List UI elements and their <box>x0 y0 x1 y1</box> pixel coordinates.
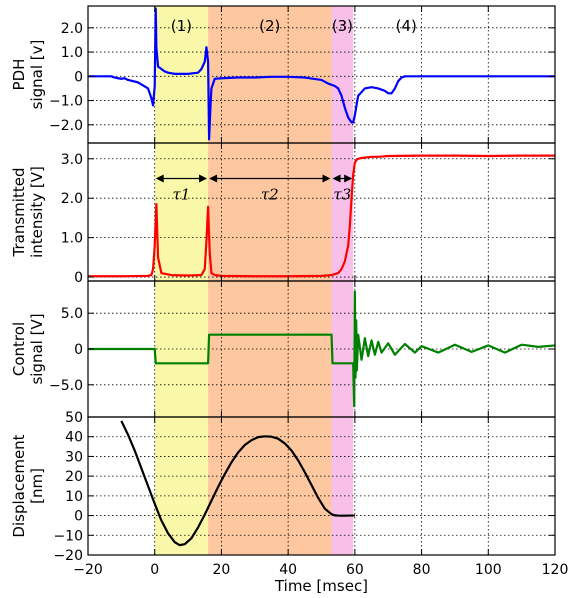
y-tick-label: 2.0 <box>61 21 83 37</box>
y-tick-label: 0 <box>74 69 83 85</box>
y-tick-label: 3.0 <box>61 152 83 168</box>
x-tick-label: −20 <box>73 562 103 578</box>
region-label: (1) <box>171 17 192 35</box>
y-axis-label: Controlsignal [V] <box>10 313 46 384</box>
y-axis-label: Displacement[nm] <box>10 434 46 537</box>
tau-arrow-head-left <box>209 174 218 183</box>
tau-arrow-head-right <box>199 174 208 183</box>
y-axis-label-line: signal [v] <box>28 40 46 110</box>
x-tick-label: 60 <box>346 562 364 578</box>
y-tick-label: −10 <box>53 528 83 544</box>
y-tick-label: 2.0 <box>61 191 83 207</box>
y-tick-label: −1.0 <box>49 94 83 110</box>
x-axis-label: Time [msec] <box>274 577 368 594</box>
y-axis-label-line: intensity [V] <box>28 166 46 258</box>
y-tick-label: −2.0 <box>49 118 83 134</box>
y-axis-label-line: signal [V] <box>28 313 46 384</box>
y-tick-label: −5.0 <box>49 378 83 394</box>
y-axis-label-line: Control <box>10 322 28 376</box>
panel-displacement: 50 40 30 20 10 0 −10 −20 Displacement[nm] <box>10 410 556 564</box>
y-axis-label: PDHsignal [v] <box>10 40 46 110</box>
tau-arrow-head-right <box>322 174 331 183</box>
region-label: (3) <box>332 17 353 35</box>
panel-transmitted: 3.0 2.0 1.0 0 Transmittedintensity [V] τ1 τ2 τ3 <box>10 142 556 286</box>
tau-label: τ1 <box>172 185 190 203</box>
y-axis-label: Transmittedintensity [V] <box>10 166 46 258</box>
x-tick-label: 20 <box>213 562 231 578</box>
tau-arrow-head-right <box>344 174 353 183</box>
control-series-line <box>88 290 556 408</box>
x-tick-label: 40 <box>279 562 297 578</box>
x-tick-label: 0 <box>150 562 159 578</box>
x-tick-label: 100 <box>475 562 502 578</box>
tau-arrow-head-left <box>155 174 164 183</box>
y-axis-label-line: PDH <box>10 59 28 91</box>
y-tick-label: 5.0 <box>61 306 83 322</box>
displacement-series-line <box>120 420 355 547</box>
region-label: (4) <box>396 17 417 35</box>
y-tick-label: 40 <box>65 430 83 446</box>
x-tick-label: 120 <box>542 562 569 578</box>
y-tick-label: 0 <box>74 509 83 525</box>
y-tick-label: 20 <box>65 469 83 485</box>
tau-label: τ3 <box>333 185 351 203</box>
y-tick-label: −20 <box>53 548 83 564</box>
x-tick-label: 80 <box>413 562 431 578</box>
y-tick-label: 10 <box>65 489 83 505</box>
tau-label: τ2 <box>261 185 279 203</box>
pdh-series-line <box>88 7 555 141</box>
y-axis-label-line: [nm] <box>28 468 46 504</box>
y-tick-label: 0 <box>74 342 83 358</box>
y-tick-label: 30 <box>65 449 83 465</box>
y-tick-label: 1.0 <box>61 45 83 61</box>
y-axis-label-line: Transmitted <box>10 168 28 258</box>
region-label: (2) <box>259 17 280 35</box>
transmitted-series-line <box>88 154 555 278</box>
y-tick-label: 1.0 <box>61 231 83 247</box>
tau-arrow-head-left <box>332 174 341 183</box>
panel-frame <box>87 416 556 556</box>
y-tick-label: 50 <box>65 410 83 426</box>
y-axis-label-line: Displacement <box>10 434 28 537</box>
y-tick-label: 0 <box>74 270 83 286</box>
